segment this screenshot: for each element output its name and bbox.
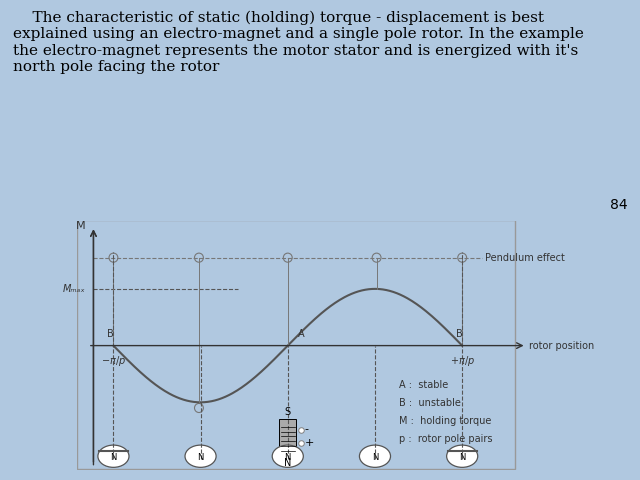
Text: M :  holding torque: M : holding torque <box>399 416 491 426</box>
Ellipse shape <box>447 445 477 468</box>
Text: B :  unstable: B : unstable <box>399 398 461 408</box>
Text: B: B <box>456 329 463 339</box>
Text: $-\pi/p$: $-\pi/p$ <box>101 354 126 368</box>
Text: The characteristic of static (holding) torque - displacement is best
explained u: The characteristic of static (holding) t… <box>13 11 584 74</box>
Text: A: A <box>298 329 305 339</box>
Text: N: N <box>110 453 116 462</box>
Text: A :  stable: A : stable <box>399 380 448 390</box>
Text: N: N <box>372 453 378 462</box>
Text: M: M <box>76 221 85 231</box>
Text: N: N <box>197 453 204 462</box>
Text: Pendulum effect: Pendulum effect <box>485 252 564 263</box>
Text: S: S <box>285 407 291 417</box>
Text: p :  rotor pole pairs: p : rotor pole pairs <box>399 434 492 444</box>
Text: Mₘₐₓ: Mₘₐₓ <box>62 284 85 294</box>
Ellipse shape <box>360 445 390 468</box>
Text: rotor position: rotor position <box>529 341 595 350</box>
Ellipse shape <box>98 445 129 468</box>
Ellipse shape <box>272 445 303 468</box>
Text: B: B <box>108 329 114 339</box>
Text: -: - <box>305 424 308 434</box>
Ellipse shape <box>185 445 216 468</box>
Text: N: N <box>459 453 465 462</box>
Bar <box>280 420 296 454</box>
Text: +: + <box>305 438 314 448</box>
Text: N: N <box>284 458 291 468</box>
Text: N: N <box>285 453 291 462</box>
Text: $+\pi/p$: $+\pi/p$ <box>450 354 475 368</box>
Text: 84: 84 <box>609 198 627 212</box>
